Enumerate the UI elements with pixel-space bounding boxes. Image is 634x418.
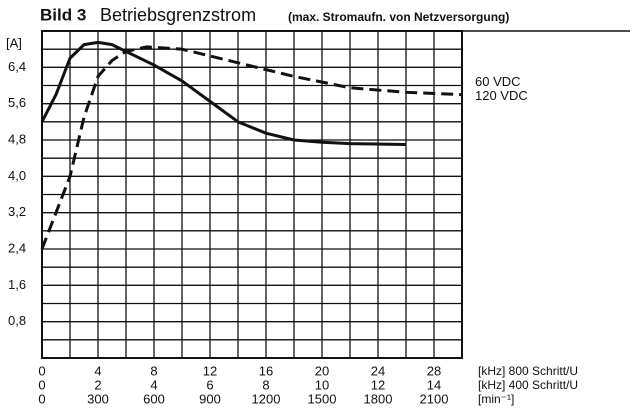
x-tick-label: 10 [315, 377, 329, 392]
x-tick-label: 2 [94, 377, 101, 392]
y-tick-label: 1,6 [8, 277, 26, 292]
y-tick-label: 6,4 [8, 59, 26, 74]
x-axis-label: [kHz] 400 Schritt/U [478, 378, 578, 392]
x-tick-label: 1800 [364, 391, 393, 406]
y-tick-label: 4,0 [8, 168, 26, 183]
x-axis-label: [kHz] 800 Schritt/U [478, 364, 578, 378]
x-tick-label: 8 [150, 363, 157, 378]
chart-title: Betriebsgrenzstrom [100, 5, 256, 25]
x-tick-label: 2100 [420, 391, 449, 406]
series-label: 120 VDC [475, 88, 528, 103]
x-tick-label: 1500 [308, 391, 337, 406]
y-axis-label: [A] [6, 35, 22, 50]
x-tick-label: 4 [150, 377, 157, 392]
series-label: 60 VDC [475, 74, 521, 89]
x-tick-label: 20 [315, 363, 329, 378]
x-axis-label: [min⁻¹] [478, 392, 514, 406]
x-tick-label: 900 [199, 391, 221, 406]
x-tick-label: 1200 [252, 391, 281, 406]
x-tick-label: 0 [38, 363, 45, 378]
x-tick-label: 0 [38, 377, 45, 392]
y-tick-label: 0,8 [8, 313, 26, 328]
x-tick-label: 12 [203, 363, 217, 378]
y-tick-label: 4,8 [8, 131, 26, 146]
chart-subtitle: (max. Stromaufn. von Netzversorgung) [288, 10, 509, 24]
x-tick-label: 28 [427, 363, 441, 378]
x-tick-label: 12 [371, 377, 385, 392]
line-series [40, 45, 463, 250]
x-tick-label: 300 [87, 391, 109, 406]
y-tick-label: 3,2 [8, 204, 26, 219]
x-tick-label: 0 [38, 391, 45, 406]
plot-frame [41, 30, 463, 359]
x-tick-label: 6 [206, 377, 213, 392]
y-tick-label: 5,6 [8, 95, 26, 110]
y-tick-label: 2,4 [8, 240, 26, 255]
x-tick-label: 8 [262, 377, 269, 392]
x-tick-label: 4 [94, 363, 101, 378]
line-series [40, 40, 407, 147]
x-tick-label: 14 [427, 377, 441, 392]
x-tick-label: 600 [143, 391, 165, 406]
x-tick-label: 24 [371, 363, 385, 378]
figure-label: Bild 3 [40, 5, 86, 24]
x-tick-label: 16 [259, 363, 273, 378]
